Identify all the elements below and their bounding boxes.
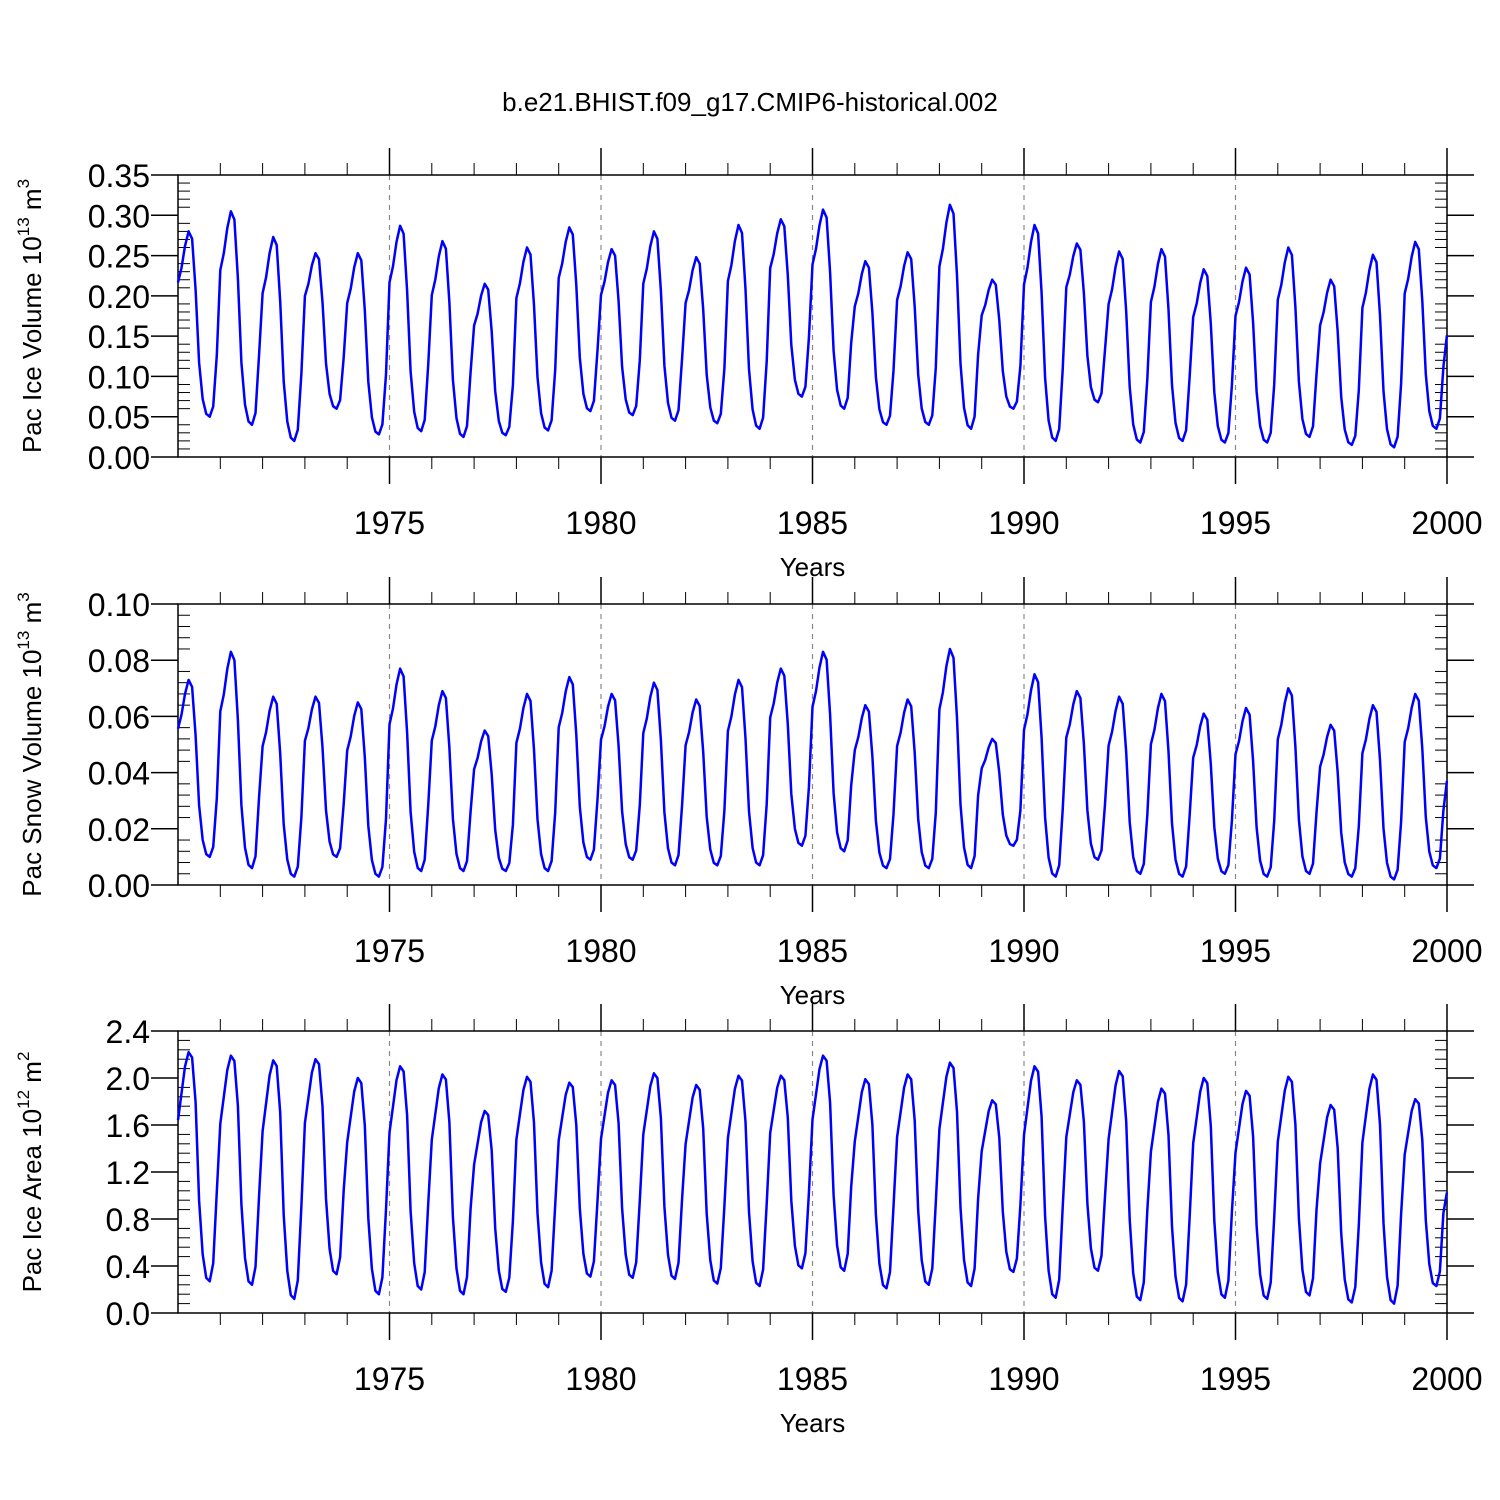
y-tick-label: 0.4 (106, 1249, 150, 1285)
y-tick-label: 0.10 (88, 587, 150, 623)
y-tick-label: 0.02 (88, 812, 150, 848)
x-tick-label-2000: 2000 (1411, 933, 1482, 969)
y-tick-label: 0.8 (106, 1202, 150, 1238)
x-tick-label-2000: 2000 (1411, 1361, 1482, 1397)
chart-panel-1: 0.00 0.05 0.10 0.15 0.20 0.25 0.30 0.35 1975 1980… (14, 148, 1483, 582)
y-tick-label: 0.00 (88, 868, 150, 904)
y-tick-label: 0.00 (88, 440, 150, 476)
x-tick-label-1985: 1985 (777, 933, 848, 969)
x-tick-label-1985: 1985 (777, 505, 848, 541)
x-tick-label-1980: 1980 (565, 505, 636, 541)
x-tick-label-1995: 1995 (1200, 1361, 1271, 1397)
y-tick-label: 0.25 (88, 239, 150, 275)
y-tick-label: 2.0 (106, 1061, 150, 1097)
chart-panel-2: 0.00 0.02 0.04 0.06 0.08 0.10 1975 1980 1985 1990… (14, 577, 1483, 1010)
y-tick-label: 0.30 (88, 198, 150, 234)
chart-panel-3: 0.0 0.4 0.8 1.2 1.6 2.0 2.4 1975 1980 1985 1990 199… (14, 1004, 1483, 1438)
y-tick-label: 0.05 (88, 400, 150, 436)
x-tick-label-1980: 1980 (565, 933, 636, 969)
x-tick-label-2000: 2000 (1411, 505, 1482, 541)
y-tick-label: 0.04 (88, 756, 150, 792)
x-tick-label-1990: 1990 (988, 1361, 1059, 1397)
y-tick-label: 1.2 (106, 1155, 150, 1191)
y-tick-label: 0.06 (88, 699, 150, 735)
series-line (176, 1050, 1449, 1305)
x-tick-label-1995: 1995 (1200, 933, 1271, 969)
x-tick-label-1985: 1985 (777, 1361, 848, 1397)
x-axis-label: Years (780, 1408, 846, 1438)
series-line (176, 647, 1449, 881)
y-tick-label: 0.20 (88, 279, 150, 315)
y-tick-label: 0.35 (88, 158, 150, 194)
figure-title: b.e21.BHIST.f09_g17.CMIP6-historical.002 (502, 87, 998, 117)
y-tick-label: 0.08 (88, 643, 150, 679)
x-tick-label-1975: 1975 (354, 1361, 425, 1397)
y-tick-label: 2.4 (106, 1014, 150, 1050)
y-axis-label: Pac Snow Volume 1013 m3 (14, 592, 47, 896)
x-tick-label-1990: 1990 (988, 505, 1059, 541)
y-tick-label: 0.0 (106, 1296, 150, 1332)
x-tick-label-1980: 1980 (565, 1361, 636, 1397)
x-tick-label-1990: 1990 (988, 933, 1059, 969)
x-tick-label-1995: 1995 (1200, 505, 1271, 541)
x-tick-label-1975: 1975 (354, 933, 425, 969)
y-axis-label: Pac Ice Area 1012 m2 (14, 1052, 47, 1293)
y-tick-label: 1.6 (106, 1108, 150, 1144)
x-tick-label-1975: 1975 (354, 505, 425, 541)
y-tick-label: 0.10 (88, 359, 150, 395)
y-tick-label: 0.15 (88, 319, 150, 355)
y-axis-label: Pac Ice Volume 1013 m3 (14, 179, 47, 453)
series-line (176, 203, 1449, 449)
